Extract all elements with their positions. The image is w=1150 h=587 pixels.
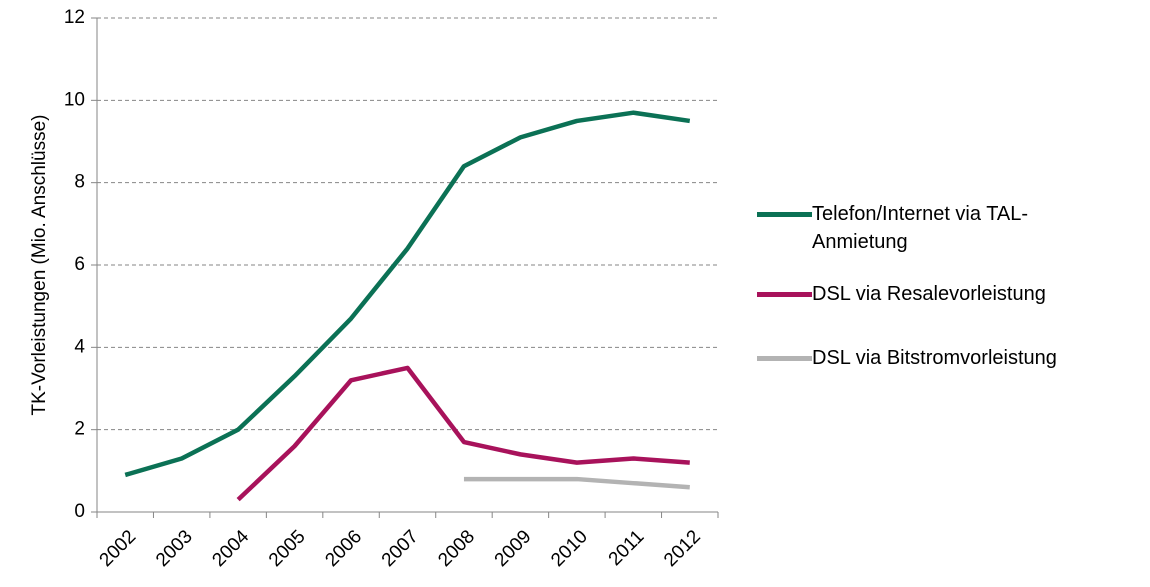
legend-label: DSL via Bitstromvorleistung (812, 347, 1057, 369)
y-tick-label: 2 (74, 419, 85, 440)
x-tick-label: 2007 (378, 526, 423, 571)
y-tick-label: 4 (74, 336, 85, 357)
legend-item: DSL via Resalevorleistung (757, 280, 1112, 308)
x-tick-label: 2012 (660, 526, 705, 571)
y-tick-label: 10 (64, 89, 85, 110)
legend-swatch (757, 356, 812, 361)
legend-swatch (757, 212, 812, 217)
y-axis-title: TK-Vorleistungen (Mio. Anschlüsse) (29, 115, 50, 416)
x-tick-label: 2004 (208, 526, 253, 571)
x-tick-label: 2008 (434, 526, 479, 571)
legend-label: Telefon/Internet via TAL-Anmietung (812, 203, 1029, 253)
y-tick-label: 0 (74, 501, 85, 522)
x-tick-label: 2006 (321, 526, 366, 571)
series-line (236, 365, 690, 502)
series-line (124, 110, 691, 478)
y-tick-label: 12 (64, 7, 85, 28)
x-tick-label: 2005 (265, 526, 310, 571)
legend-item: DSL via Bitstromvorleistung (757, 344, 1112, 372)
legend-item: Telefon/Internet via TAL-Anmietung (757, 200, 1112, 256)
x-tick-label: 2009 (491, 526, 536, 571)
legend-swatch (757, 292, 812, 297)
x-tick-label: 2003 (152, 526, 197, 571)
x-tick-label: 2010 (547, 526, 592, 571)
y-tick-label: 6 (74, 254, 85, 275)
y-tick-label: 8 (74, 172, 85, 193)
x-tick-label: 2002 (96, 526, 141, 571)
legend-label: DSL via Resalevorleistung (812, 283, 1046, 305)
series-line (463, 476, 690, 490)
x-tick-label: 2011 (605, 526, 649, 570)
